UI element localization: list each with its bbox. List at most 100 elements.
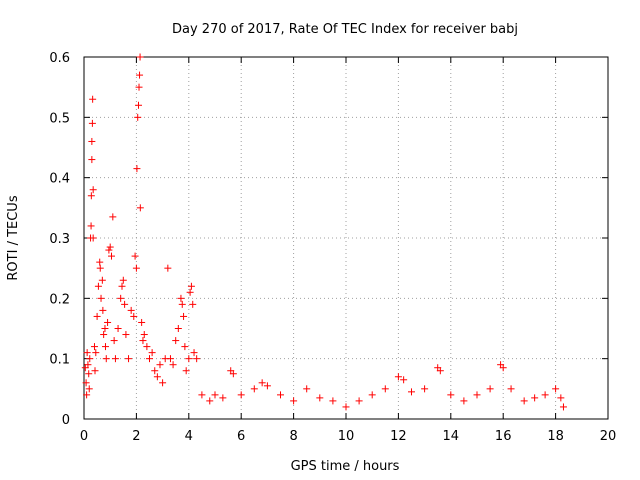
data-point [250,385,258,393]
data-point [180,312,188,320]
data-point [132,264,140,272]
y-tick-label: 0.6 [49,51,70,66]
data-point [186,288,194,296]
data-point [198,391,206,399]
data-point [182,367,190,375]
data-point [520,397,528,405]
data-point [127,306,135,314]
data-point [92,349,100,357]
data-point [460,397,468,405]
data-point [136,71,144,79]
data-point [143,343,151,351]
x-tick-label: 18 [547,429,564,444]
data-point [96,264,104,272]
data-point [258,379,266,387]
data-point [436,367,444,375]
data-point [89,186,97,194]
x-tick-label: 2 [132,429,140,444]
data-point [189,300,197,308]
data-point [88,156,96,164]
data-point [110,337,118,345]
data-point [94,282,102,290]
x-tick-label: 20 [600,429,617,444]
data-point [146,355,153,363]
data-point [121,300,129,308]
data-point [153,373,161,381]
data-point [394,373,402,381]
axis-ticks: 0 2 4 6 8 10 12 14 16 18 20 0 0.1 0.2 0.3 0.4 0.5 0.6 [49,51,616,444]
data-point [531,394,539,402]
x-axis-label: GPS time / hours [291,459,400,474]
data-point [159,379,167,387]
data-point [303,385,311,393]
data-point [101,343,109,351]
data-point [83,391,91,399]
data-point [82,379,90,387]
data-point [177,294,185,302]
data-point [88,119,96,127]
x-tick-label: 16 [495,429,512,444]
data-point [125,355,133,363]
data-point [166,355,174,363]
data-point [119,276,127,284]
data-point [355,397,363,405]
data-point [473,391,481,399]
data-point [96,258,104,266]
data-point [87,222,95,230]
data-point [181,343,189,351]
data-point [169,361,177,369]
data-point [90,343,98,351]
y-tick-label: 0.1 [49,353,70,368]
data-point [97,294,105,302]
data-point [88,137,96,145]
data-point [83,349,91,357]
x-tick-label: 12 [390,429,407,444]
data-point [206,397,214,405]
data-point [151,367,159,375]
data-point [219,394,227,402]
data-point [135,83,143,91]
x-tick-label: 14 [443,429,460,444]
data-point [229,370,237,378]
data-point [190,349,198,357]
data-point [100,331,108,339]
data-point [104,318,112,326]
data-point [99,306,107,314]
data-point [290,397,298,405]
y-tick-label: 0 [62,413,70,428]
data-point [138,318,146,326]
x-tick-label: 4 [185,429,193,444]
data-point [507,385,515,393]
data-point [134,113,142,121]
x-tick-label: 10 [338,429,355,444]
data-point [368,391,376,399]
data-point [211,391,219,399]
data-point [85,370,93,378]
x-tick-label: 6 [237,429,245,444]
data-points [81,53,567,411]
data-point [316,394,324,402]
data-point [342,403,350,411]
data-point [499,364,507,372]
data-point [185,355,193,363]
data-point [106,243,114,251]
data-point [237,391,245,399]
data-point [105,246,113,254]
data-point [89,95,97,103]
data-point [148,349,156,357]
data-point [172,337,180,345]
grid-lines [84,57,608,419]
data-point [541,391,549,399]
data-point [109,213,117,221]
data-point [136,53,144,61]
data-point [133,165,141,173]
chart-title: Day 270 of 2017, Rate Of TEC Index for r… [172,22,518,37]
data-point [174,325,182,332]
data-point [329,397,337,405]
data-point [381,385,389,393]
data-point [131,252,139,260]
data-point [98,276,106,284]
y-axis-label: ROTI / TECUs [6,195,21,280]
